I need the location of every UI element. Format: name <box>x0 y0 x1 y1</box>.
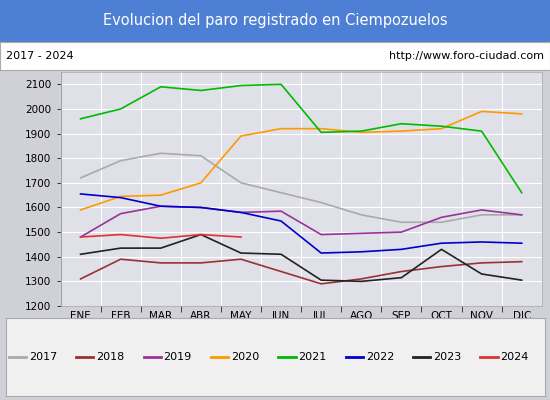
Text: 2024: 2024 <box>500 352 529 362</box>
Text: 2019: 2019 <box>163 352 192 362</box>
Text: 2021: 2021 <box>298 352 327 362</box>
Text: Evolucion del paro registrado en Ciempozuelos: Evolucion del paro registrado en Ciempoz… <box>103 14 447 28</box>
Text: http://www.foro-ciudad.com: http://www.foro-ciudad.com <box>389 51 544 61</box>
Text: 2018: 2018 <box>96 352 124 362</box>
Text: 2017: 2017 <box>29 352 57 362</box>
Text: 2022: 2022 <box>366 352 394 362</box>
Text: 2023: 2023 <box>433 352 461 362</box>
Text: 2020: 2020 <box>231 352 259 362</box>
Text: 2017 - 2024: 2017 - 2024 <box>6 51 73 61</box>
